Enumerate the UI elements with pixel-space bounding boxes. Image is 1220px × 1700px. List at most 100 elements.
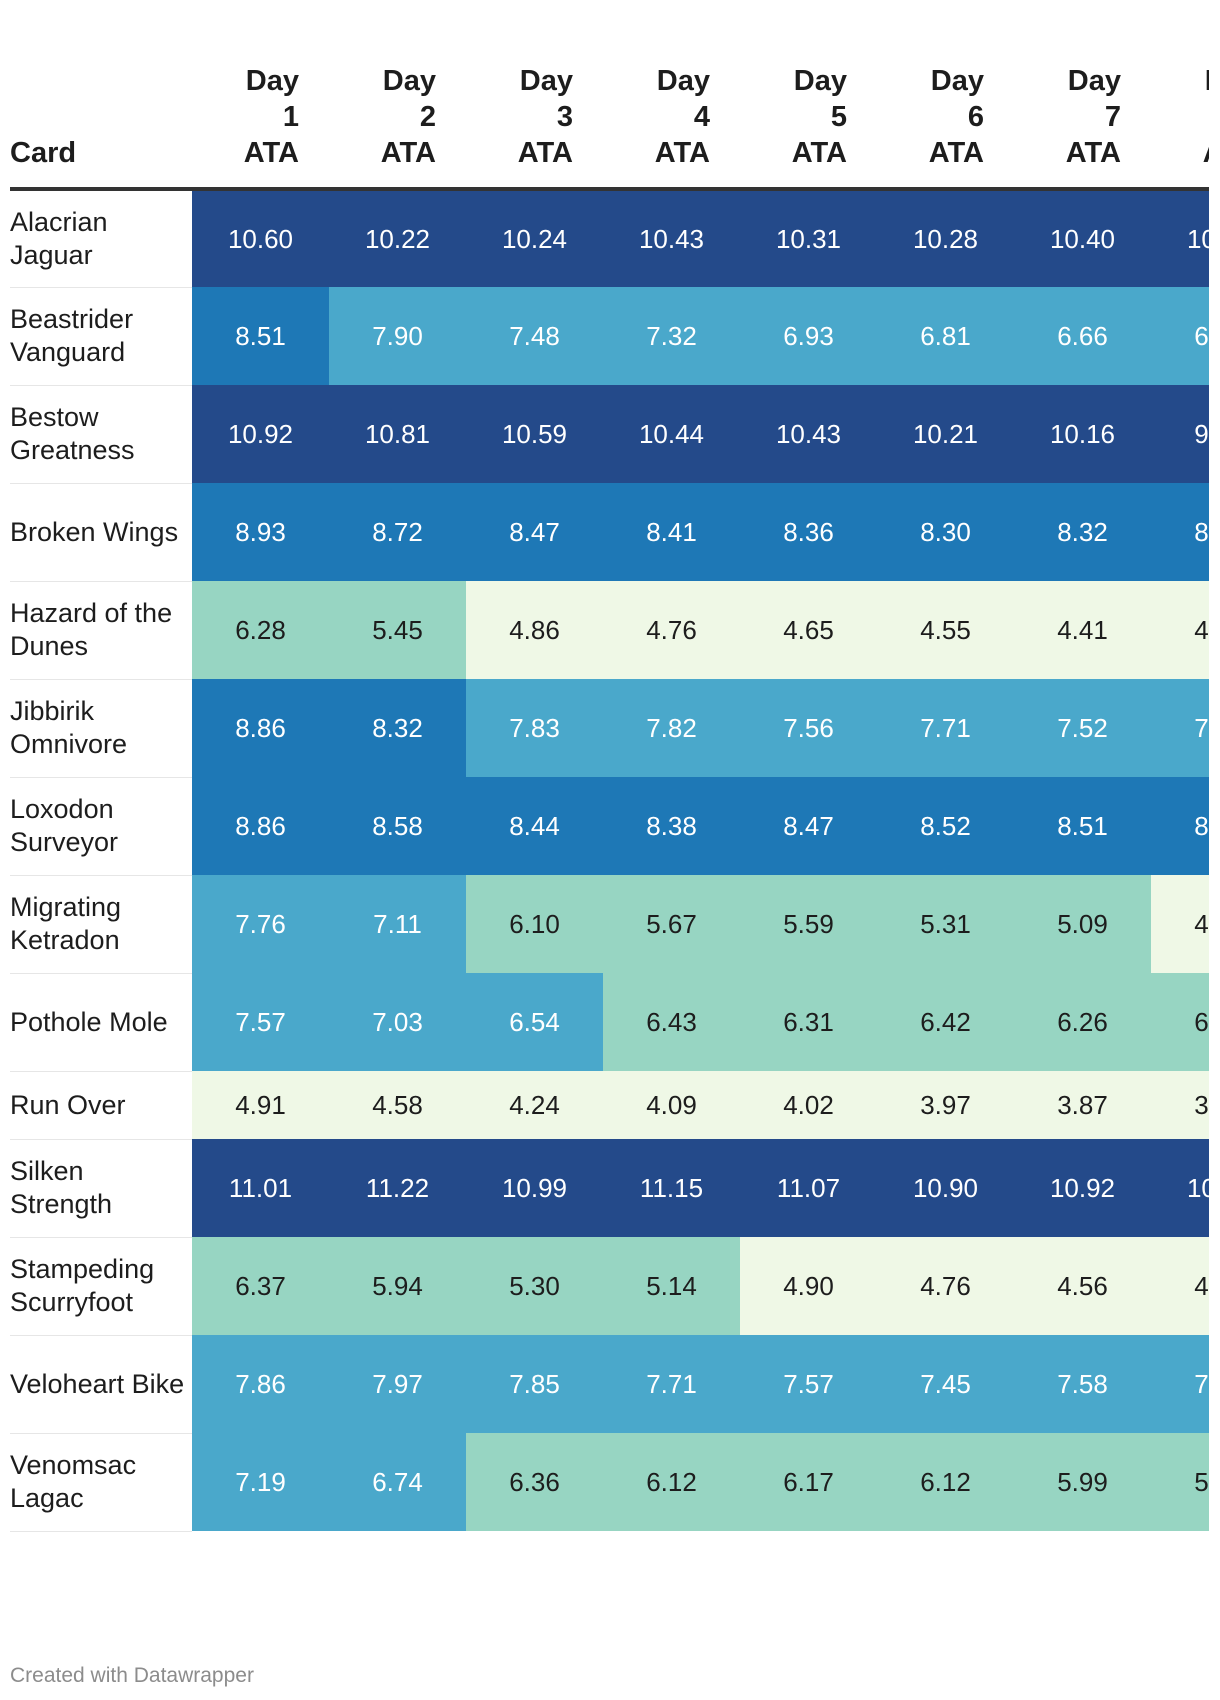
value-cell: 7.40 [1151, 1335, 1209, 1433]
header-line: ATA [517, 137, 573, 169]
column-header-day-3[interactable]: Day 3 ATA [466, 0, 603, 191]
table-row: Jibbirik Omnivore 8.86 8.32 7.83 7.82 7.56 7.7… [10, 679, 1209, 778]
table-row: Stampeding Scurryfoot 6.37 5.94 5.30 5.14 4.9… [10, 1237, 1209, 1336]
table-row: Migrating Ketradon 7.76 7.11 6.10 5.67 5.59 5.… [10, 875, 1209, 974]
value-cell: 10.99 [466, 1139, 603, 1237]
header-line: Day [382, 65, 436, 97]
value-cell: 6.17 [740, 1433, 877, 1531]
header-line: 1 [282, 101, 299, 133]
value-cell: 10.40 [1014, 189, 1151, 287]
header-line: Day [519, 65, 573, 97]
value-cell: 6.28 [192, 581, 329, 679]
value-cell: 10.24 [466, 189, 603, 287]
value-cell: 4.65 [740, 581, 877, 679]
value-cell: 7.86 [192, 1335, 329, 1433]
value-cell: 7.56 [740, 679, 877, 777]
value-cell: 8.51 [192, 287, 329, 385]
card-name: Loxodon Surveyor [10, 777, 192, 876]
header-line: ATA [791, 137, 847, 169]
header-line: 7 [1104, 101, 1121, 133]
value-cell: 4.58 [329, 1071, 466, 1139]
value-cell: 8.32 [1014, 483, 1151, 581]
value-cell: 5.31 [877, 875, 1014, 973]
value-cell: 11.22 [329, 1139, 466, 1237]
column-header-day-7[interactable]: Day 7 ATA [1014, 0, 1151, 191]
header-line: Day [793, 65, 847, 97]
value-cell: 10.43 [603, 189, 740, 287]
value-cell: 5.30 [466, 1237, 603, 1335]
value-cell: 6.12 [877, 1433, 1014, 1531]
value-cell: 10.44 [603, 385, 740, 483]
value-cell: 10.80 [1151, 1139, 1209, 1237]
card-name: Beastrider Vanguard [10, 287, 192, 386]
footer-credit: Created with Datawrapper [10, 1664, 254, 1687]
card-name: Broken Wings [10, 483, 192, 582]
value-cell: 6.81 [877, 287, 1014, 385]
value-cell: 6.37 [192, 1237, 329, 1335]
value-cell: 10.22 [329, 189, 466, 287]
value-cell: 5.94 [329, 1237, 466, 1335]
column-header-day-2[interactable]: Day 2 ATA [329, 0, 466, 191]
value-cell: 5.80 [1151, 1433, 1209, 1531]
value-cell: 8.30 [877, 483, 1014, 581]
value-cell: 7.52 [1014, 679, 1151, 777]
card-name: Bestow Greatness [10, 385, 192, 484]
header-line: Day [245, 65, 299, 97]
table-row: Venomsac Lagac 7.19 6.74 6.36 6.12 6.17 6.12 5.… [10, 1433, 1209, 1532]
value-cell: 7.03 [329, 973, 466, 1071]
value-cell: 8.40 [1151, 777, 1209, 875]
column-header-day-1[interactable]: Day 1 ATA [192, 0, 329, 191]
table-body: Alacrian Jaguar 10.60 10.22 10.24 10.43 10.31… [10, 189, 1209, 1532]
value-cell: 4.30 [1151, 1237, 1209, 1335]
value-cell: 4.76 [603, 581, 740, 679]
value-cell: 8.47 [466, 483, 603, 581]
column-header-card[interactable]: Card [10, 0, 192, 191]
value-cell: 6.54 [466, 973, 603, 1071]
value-cell: 4.55 [877, 581, 1014, 679]
header-row: Card Day 1 ATA Day 2 ATA Day 3 ATA Day 4 ATA Day 5 ATA… [10, 0, 1209, 191]
card-name: Jibbirik Omnivore [10, 679, 192, 778]
table-row: Loxodon Surveyor 8.86 8.58 8.44 8.38 8.47 8.52… [10, 777, 1209, 876]
header-line: Day [1067, 65, 1121, 97]
value-cell: 7.82 [603, 679, 740, 777]
value-cell: 4.56 [1014, 1237, 1151, 1335]
header-line: 4 [693, 101, 710, 133]
value-cell: 8.44 [466, 777, 603, 875]
table-row: Broken Wings 8.93 8.72 8.47 8.41 8.36 8.30 8.32… [10, 483, 1209, 582]
value-cell: 10.81 [329, 385, 466, 483]
header-line: Day [656, 65, 710, 97]
header-line: Day [1151, 63, 1209, 99]
value-cell: 3.87 [1014, 1071, 1151, 1139]
header-line: Day [930, 65, 984, 97]
column-header-day-8[interactable]: Day8ATA [1151, 0, 1209, 191]
value-cell: 6.74 [329, 1433, 466, 1531]
value-cell: 6.36 [466, 1433, 603, 1531]
value-cell: 7.57 [740, 1335, 877, 1433]
column-header-day-4[interactable]: Day 4 ATA [603, 0, 740, 191]
value-cell: 4.20 [1151, 581, 1209, 679]
value-cell: 11.01 [192, 1139, 329, 1237]
column-header-day-6[interactable]: Day 6 ATA [877, 0, 1014, 191]
table-row: Veloheart Bike 7.86 7.97 7.85 7.71 7.57 7.45 7.… [10, 1335, 1209, 1434]
value-cell: 8.20 [1151, 483, 1209, 581]
card-name: Migrating Ketradon [10, 875, 192, 974]
value-cell: 6.93 [740, 287, 877, 385]
value-cell: 8.36 [740, 483, 877, 581]
header-line: 3 [556, 101, 573, 133]
header-line: 6 [967, 101, 984, 133]
value-cell: 10.31 [740, 189, 877, 287]
card-name: Run Over [10, 1071, 192, 1140]
value-cell: 8.32 [329, 679, 466, 777]
value-cell: 6.26 [1014, 973, 1151, 1071]
header-line: ATA [928, 137, 984, 169]
card-name: Silken Strength [10, 1139, 192, 1238]
card-name: Venomsac Lagac [10, 1433, 192, 1532]
value-cell: 7.58 [1014, 1335, 1151, 1433]
value-cell: 4.91 [192, 1071, 329, 1139]
value-cell: 7.97 [329, 1335, 466, 1433]
value-cell: 4.41 [1014, 581, 1151, 679]
column-header-day-5[interactable]: Day 5 ATA [740, 0, 877, 191]
value-cell: 5.14 [603, 1237, 740, 1335]
value-cell: 7.90 [329, 287, 466, 385]
